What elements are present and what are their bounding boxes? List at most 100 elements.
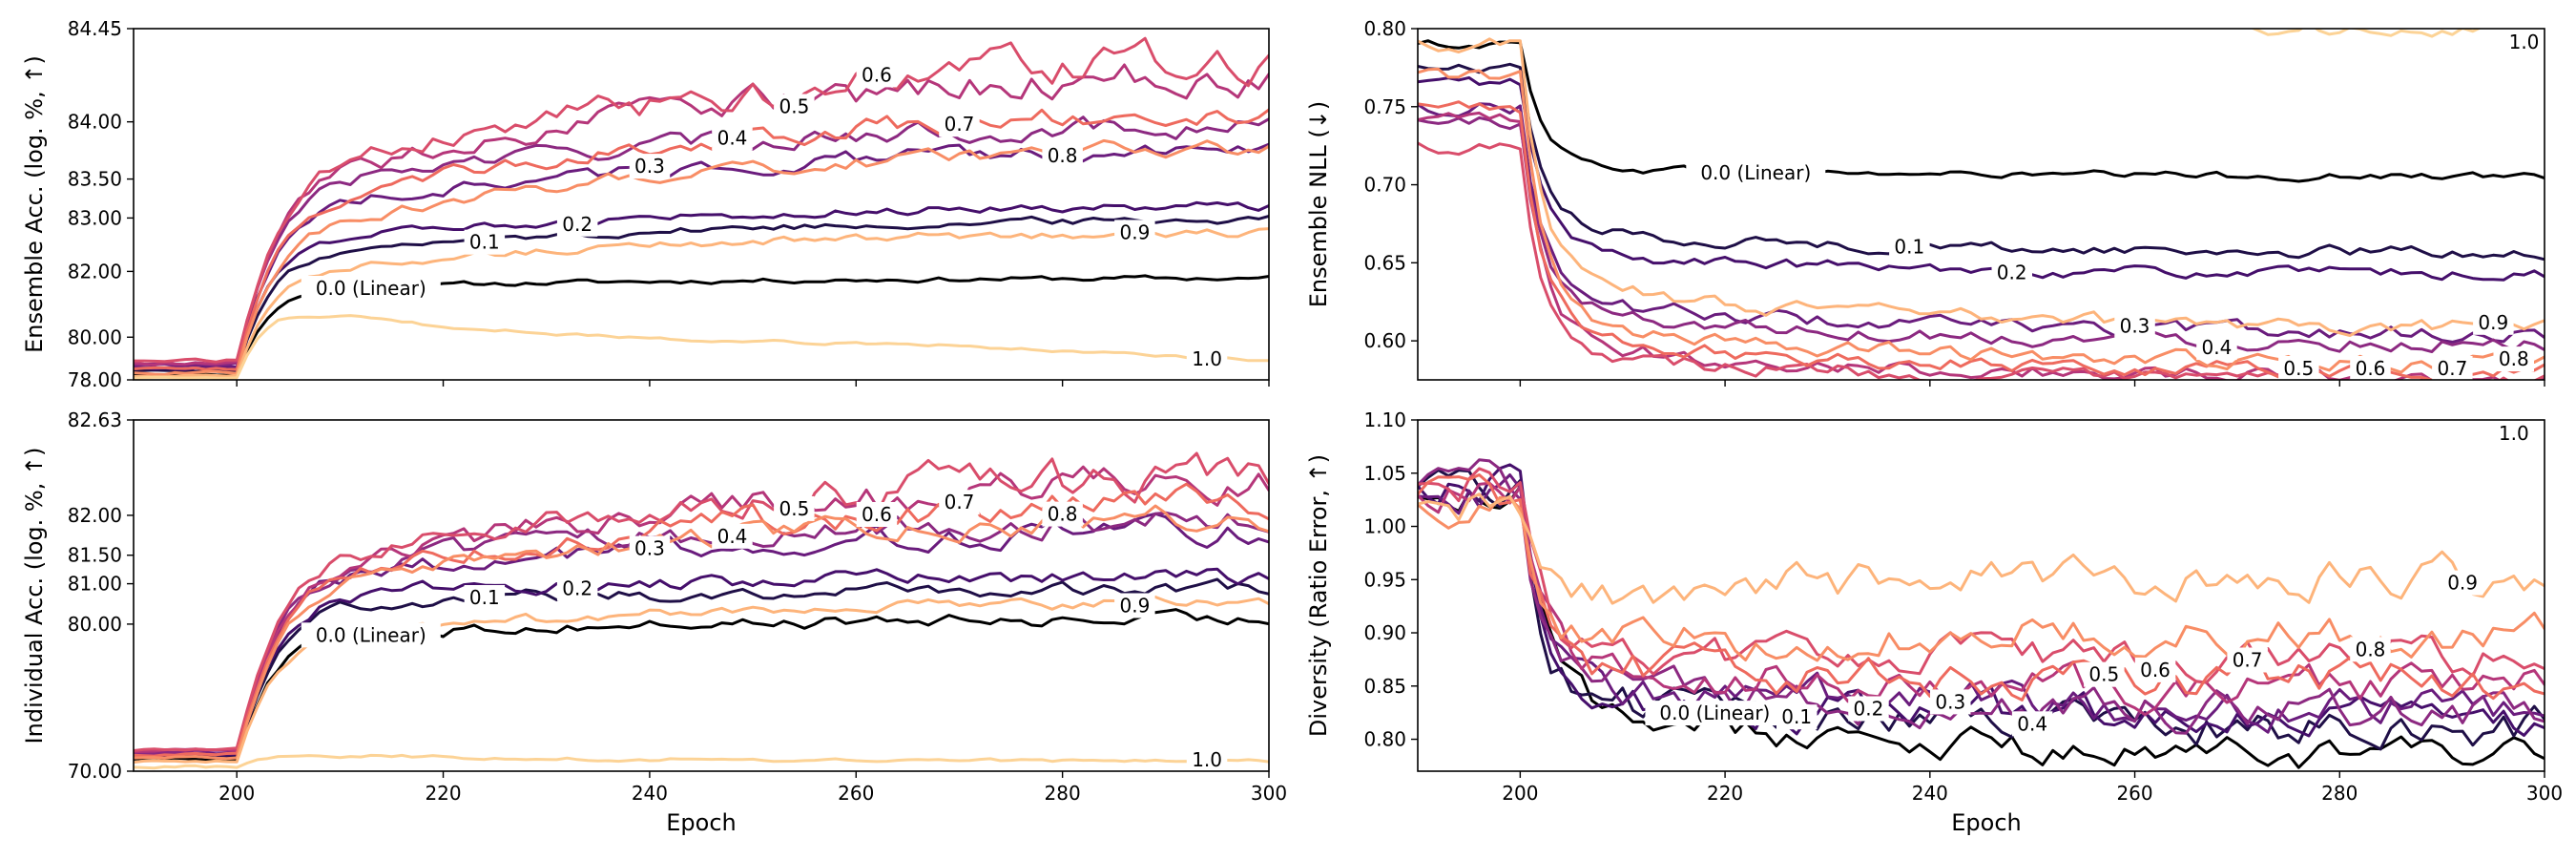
y-axis-label: Diversity (Ratio Error, ↑) [1305, 454, 1332, 737]
line-label-0-2: 0.2 [562, 577, 592, 600]
series-line-1-0 [2002, 29, 2494, 38]
y-axis: 0.60 0.65 0.70 0.75 0.80 [1363, 17, 1418, 352]
line-label-0-6: 0.6 [2140, 659, 2171, 681]
line-label-1-0: 1.0 [1192, 347, 1222, 370]
line-label-background [2114, 313, 2155, 339]
y-axis-label: Ensemble NLL (↓) [1305, 101, 1332, 307]
line-label-background [1848, 696, 1889, 722]
line-label-0-9: 0.9 [2478, 311, 2508, 334]
line-label-background [2493, 421, 2534, 446]
line-label-background [939, 490, 980, 515]
series-line-0-3 [1418, 102, 2545, 344]
series-line-1-0 [134, 314, 1269, 380]
line-label-0-5: 0.5 [2283, 357, 2314, 380]
line-label-0-1: 0.1 [1894, 236, 1924, 259]
line-label-background [629, 154, 671, 179]
line-label-background [774, 495, 815, 521]
panel-ensemble-nll: 0.0 (Linear) 0.1 0.2 0.3 0.4 0.5 0.6 0.7 0.8 0.9 1… [1305, 17, 2545, 387]
series-line-1-0 [134, 753, 1269, 770]
y-axis: 70.00 80.00 81.00 81.50 82.00 82.63 [68, 409, 134, 783]
x-tick-label: 220 [425, 782, 461, 805]
y-tick-label: 80.00 [68, 613, 122, 636]
line-label-background [2503, 30, 2545, 54]
series-line-0-6 [1418, 141, 2545, 380]
line-label-0-9: 0.9 [1119, 220, 1150, 243]
line-label-background [1042, 501, 1083, 527]
line-label-0-2: 0.2 [1853, 698, 1883, 721]
y-axis-label: Ensemble Acc. (log. %, ↑) [21, 55, 48, 353]
line-label-1-0: 1.0 [1192, 748, 1222, 771]
line-label-background [1776, 704, 1818, 730]
line-label-0-3: 0.3 [634, 537, 665, 560]
y-tick-label: 81.50 [68, 544, 122, 567]
series-line-0-5 [134, 465, 1269, 753]
line-label-background [2473, 309, 2514, 335]
y-tick-label: 82.00 [68, 260, 122, 283]
y-tick-label: 78.00 [68, 368, 122, 391]
line-label-0-8: 0.8 [1048, 144, 1078, 167]
line-label-0-8: 0.8 [2499, 347, 2529, 370]
line-label-background [301, 276, 441, 301]
x-tick-label: 200 [1502, 782, 1538, 805]
x-tick-label: 260 [838, 782, 874, 805]
x-axis: 200 220 240 260 280 300 [1502, 771, 2563, 805]
series-line-0-4 [1418, 458, 2545, 735]
y-axis: 0.80 0.85 0.90 0.95 1.00 1.05 1.10 [1363, 409, 1418, 751]
panel-diversity: 0.0 (Linear) 0.1 0.2 0.3 0.4 0.5 0.6 0.7 0.8 0.9 1… [1305, 409, 2563, 805]
series-line-0-4 [1418, 115, 2545, 353]
series-line-0-7 [1418, 473, 2545, 702]
line-label-background [1991, 260, 2032, 285]
series-line-0-4 [134, 115, 1269, 367]
y-tick-label: 70.00 [68, 760, 122, 783]
y-tick-label: 0.95 [1363, 568, 1406, 591]
y-tick-label: 80.00 [68, 325, 122, 348]
line-labels: 0.0 (Linear) 0.1 0.2 0.3 0.4 0.5 0.6 0.7 0.8 0.9 1… [1645, 421, 2534, 737]
series-line-0-5 [1418, 481, 2545, 717]
line-label-0-7: 0.7 [945, 113, 975, 136]
x-tick-label: 280 [2321, 782, 2358, 805]
line-label-background [1686, 160, 1826, 185]
line-label-0-8: 0.8 [2356, 638, 2386, 660]
y-tick-label: 83.00 [68, 206, 122, 229]
line-label-0-4: 0.4 [717, 126, 748, 149]
panel-individual-accuracy: 0.0 (Linear) 0.1 0.2 0.3 0.4 0.5 0.6 0.7 0.8 0.9 1… [21, 409, 1287, 805]
y-tick-label: 0.70 [1363, 174, 1406, 197]
line-label-0-0-linear: 0.0 (Linear) [316, 623, 426, 646]
series-line-0-7 [134, 108, 1269, 371]
line-label-background [301, 622, 441, 648]
y-tick-label: 1.05 [1363, 462, 1406, 485]
x-axis: 200 220 240 260 280 300 [218, 771, 1287, 805]
line-label-0-3: 0.3 [634, 155, 665, 178]
line-label-background [629, 535, 671, 561]
line-label-0-5: 0.5 [2088, 663, 2119, 686]
line-label-0-6: 0.6 [2356, 357, 2386, 380]
line-label-background [1930, 689, 1971, 715]
line-label-0-7: 0.7 [2233, 649, 2263, 672]
series-line-0-6 [134, 451, 1269, 752]
line-label-background [464, 585, 506, 610]
x-tick-label: 240 [1912, 782, 1948, 805]
line-label-background [1186, 346, 1228, 371]
line-label-background [1042, 143, 1083, 169]
line-label-background [939, 112, 980, 137]
series-line-0-6 [134, 36, 1269, 364]
plot-area-frame [133, 28, 1270, 381]
line-label-0-9: 0.9 [1119, 595, 1150, 618]
line-label-0-0-linear: 0.0 (Linear) [316, 277, 426, 300]
x-tick-label: 220 [1707, 782, 1743, 805]
y-tick-label: 0.80 [1363, 17, 1406, 40]
line-label-background [464, 229, 506, 255]
line-label-0-4: 0.4 [2017, 712, 2047, 735]
line-labels: 0.0 (Linear) 0.1 0.2 0.3 0.4 0.5 0.6 0.7 0.8 0.9 1… [301, 62, 1228, 371]
line-label-background [2350, 637, 2391, 662]
line-label-0-4: 0.4 [2201, 336, 2232, 359]
line-label-0-2: 0.2 [1997, 261, 2027, 283]
x-tick-label: 260 [2116, 782, 2152, 805]
series-lines [134, 36, 1269, 380]
x-tick-label: 240 [632, 782, 668, 805]
series-line-0-2 [1418, 75, 2545, 282]
y-tick-label: 0.90 [1363, 621, 1406, 644]
line-label-background [2350, 356, 2391, 381]
y-tick-label: 82.63 [68, 409, 122, 431]
